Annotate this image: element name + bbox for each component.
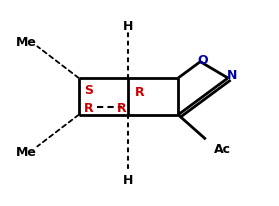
Text: R: R <box>84 102 93 115</box>
Text: R: R <box>117 102 126 115</box>
Text: R: R <box>135 85 144 98</box>
Text: S: S <box>84 83 93 96</box>
Text: H: H <box>123 20 134 33</box>
Text: O: O <box>197 54 208 67</box>
Text: N: N <box>227 69 237 82</box>
Text: Ac: Ac <box>214 142 231 155</box>
Text: Me: Me <box>16 36 37 48</box>
Text: H: H <box>123 173 134 186</box>
Text: Me: Me <box>16 145 37 158</box>
